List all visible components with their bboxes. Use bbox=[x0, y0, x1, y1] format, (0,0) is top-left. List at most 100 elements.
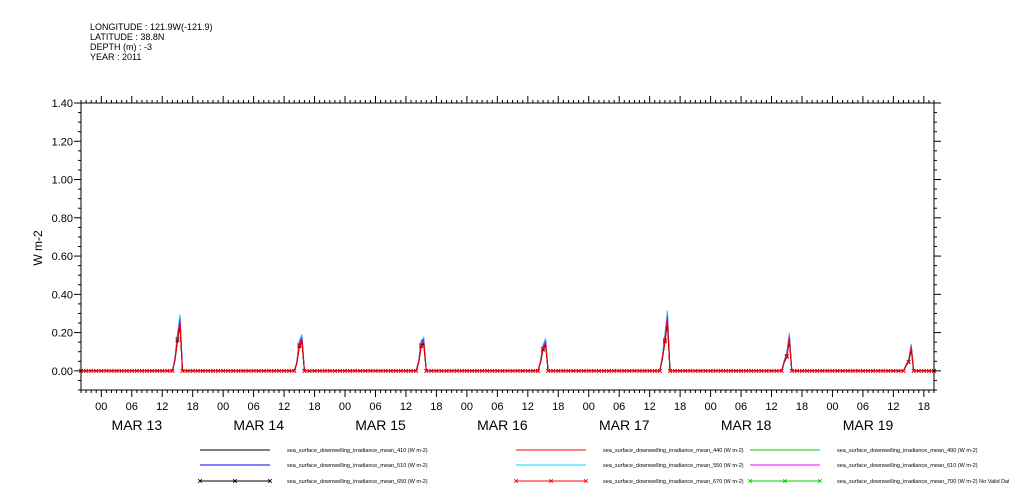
series-marker bbox=[733, 368, 739, 373]
series-marker bbox=[561, 368, 566, 373]
series-marker bbox=[403, 368, 409, 373]
x-day-label: MAR 17 bbox=[599, 417, 650, 433]
series-marker bbox=[251, 368, 256, 373]
series-marker bbox=[703, 368, 708, 373]
series-marker bbox=[728, 368, 733, 373]
series-marker bbox=[241, 368, 246, 373]
series-marker bbox=[723, 368, 728, 373]
legend-marker bbox=[782, 478, 788, 484]
series-marker bbox=[398, 368, 403, 373]
x-day-label: MAR 15 bbox=[355, 417, 406, 433]
series-marker bbox=[332, 368, 337, 373]
series-marker bbox=[779, 368, 784, 373]
series-marker bbox=[688, 368, 693, 373]
series-marker bbox=[114, 368, 119, 373]
series-marker bbox=[754, 368, 759, 373]
y-tick-label: 1.20 bbox=[52, 136, 73, 148]
series-marker bbox=[774, 368, 779, 373]
x-day-label: MAR 19 bbox=[843, 417, 894, 433]
legend-label: sea_surface_downwelling_irradiance_mean_… bbox=[603, 479, 744, 485]
series-marker bbox=[449, 368, 454, 373]
series-marker bbox=[911, 368, 916, 373]
y-tick-label: 1.00 bbox=[52, 175, 73, 187]
series-marker bbox=[393, 368, 398, 373]
series-marker bbox=[601, 368, 607, 373]
legend-label: sea_surface_downwelling_irradiance_mean_… bbox=[287, 479, 428, 485]
header-info: LONGITUDE : 121.9W(-121.9) LATITUDE : 38… bbox=[90, 22, 213, 62]
series-marker bbox=[165, 368, 170, 373]
legend-marker bbox=[548, 478, 554, 484]
series-marker bbox=[901, 368, 906, 373]
series-marker bbox=[647, 368, 652, 373]
series-marker bbox=[810, 368, 815, 373]
series-line bbox=[81, 319, 934, 372]
x-tick-label: 00 bbox=[339, 401, 351, 413]
series-marker bbox=[378, 368, 383, 373]
series-marker bbox=[271, 368, 277, 373]
x-tick-label: 12 bbox=[644, 401, 656, 413]
x-tick-label: 12 bbox=[278, 401, 290, 413]
x-day-label: MAR 14 bbox=[233, 417, 284, 433]
y-tick-labels: 0.00 0.20 0.40 0.60 0.80 1.00 1.20 1.40 bbox=[52, 98, 73, 378]
series-marker bbox=[119, 368, 124, 373]
series-marker bbox=[657, 368, 662, 373]
series-marker bbox=[535, 368, 541, 373]
series-marker bbox=[612, 368, 617, 373]
x-tick-label: 18 bbox=[674, 401, 686, 413]
series-marker bbox=[464, 368, 469, 373]
series-marker bbox=[221, 368, 226, 373]
series-marker bbox=[596, 368, 601, 373]
series-marker bbox=[474, 368, 480, 373]
series-marker bbox=[870, 368, 876, 373]
x-tick-label: 00 bbox=[704, 401, 716, 413]
series-marker bbox=[556, 368, 561, 373]
series-marker bbox=[759, 368, 764, 373]
series-marker bbox=[804, 368, 810, 373]
legend-marker bbox=[267, 478, 273, 484]
series-marker bbox=[282, 368, 287, 373]
series-marker bbox=[155, 368, 160, 373]
series-marker bbox=[520, 368, 525, 373]
y-tick-label: 0.40 bbox=[52, 289, 73, 301]
series-marker bbox=[505, 368, 510, 373]
x-tick-label: 00 bbox=[95, 401, 107, 413]
series-marker bbox=[160, 368, 165, 373]
series-marker bbox=[307, 368, 312, 373]
series-marker bbox=[246, 368, 251, 373]
series-marker bbox=[606, 368, 612, 373]
y-tick-label: 0.20 bbox=[52, 328, 73, 340]
series-marker bbox=[292, 368, 297, 373]
x-tick-label: 12 bbox=[765, 401, 777, 413]
legend-label: sea_surface_downwelling_irradiance_mean_… bbox=[837, 463, 978, 469]
series-line bbox=[81, 310, 934, 372]
series-marker bbox=[820, 368, 825, 373]
series-marker bbox=[693, 368, 698, 373]
series-marker bbox=[261, 368, 266, 373]
series-line bbox=[81, 322, 934, 372]
header-latitude: LATITUDE : 38.8N bbox=[90, 32, 164, 42]
legend-label: sea_surface_downwelling_irradiance_mean_… bbox=[603, 448, 744, 454]
series-marker bbox=[124, 368, 129, 373]
series-marker bbox=[713, 368, 718, 373]
series-marker bbox=[363, 368, 368, 373]
series-marker bbox=[789, 368, 794, 373]
series-marker bbox=[185, 368, 190, 373]
legend-label: sea_surface_downwelling_irradiance_mean_… bbox=[603, 463, 744, 469]
y-tick-label: 1.40 bbox=[52, 98, 73, 110]
series-line bbox=[81, 313, 934, 372]
series-marker bbox=[231, 368, 236, 373]
series-marker bbox=[129, 368, 134, 373]
series-marker bbox=[632, 368, 637, 373]
legend-marker bbox=[583, 478, 589, 484]
series-marker bbox=[104, 368, 109, 373]
series-marker bbox=[83, 368, 89, 373]
series-marker bbox=[368, 368, 373, 373]
series-marker bbox=[865, 368, 871, 373]
series-marker bbox=[180, 368, 185, 373]
series-marker bbox=[419, 342, 424, 347]
series-marker bbox=[571, 368, 576, 373]
y-tick-label: 0.00 bbox=[52, 366, 73, 378]
series-marker bbox=[718, 368, 723, 373]
series-marker bbox=[134, 368, 139, 373]
